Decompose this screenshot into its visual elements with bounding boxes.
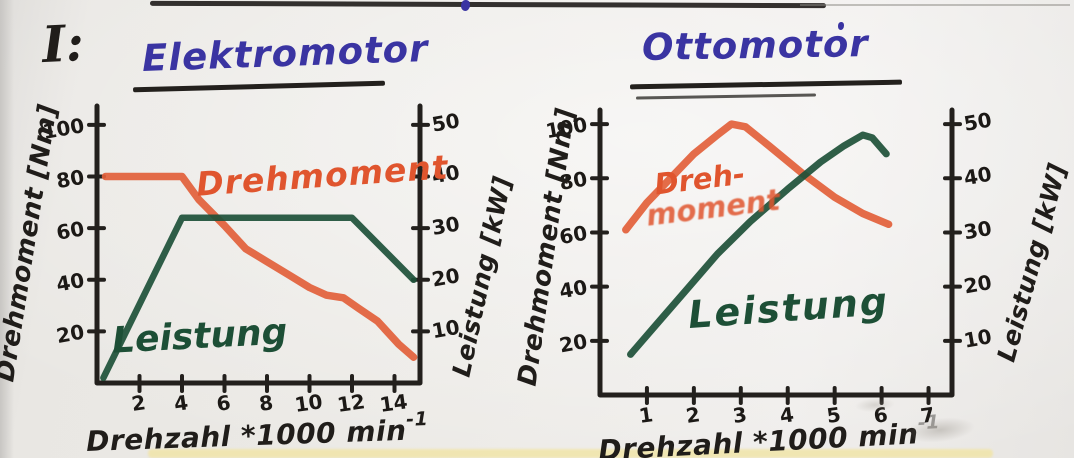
y-right-tick-label: 10	[430, 315, 462, 343]
x-tick-label: 6	[872, 402, 889, 428]
x-tick-label: 3	[731, 402, 748, 428]
x-tick-label: 2	[684, 402, 701, 428]
y-left-tick-label: 40	[557, 275, 589, 303]
y-left-tick-label: 20	[557, 329, 589, 357]
y-left-tick-label: 60	[557, 221, 589, 249]
x-axis-label-superscript: -1	[405, 408, 429, 431]
leistung-curve	[627, 131, 890, 358]
eraser-smudge	[854, 396, 896, 414]
y-right-tick-label: 10	[962, 324, 994, 352]
blue-ink-speck	[461, 0, 470, 11]
y-right-tick-label: 50	[962, 107, 994, 135]
x-tick-label: 2	[130, 390, 147, 416]
y-right-tick-label: 40	[430, 160, 462, 188]
x-tick-label: 1	[637, 402, 654, 428]
x-tick-label: 10	[293, 389, 324, 417]
y-right-tick-label: 20	[430, 263, 462, 291]
leistung-curve	[100, 214, 417, 382]
y-right-tick-label: 50	[430, 108, 462, 136]
axes-frame	[597, 107, 955, 398]
board-edge-shadow	[0, 0, 14, 458]
x-tick-label: 12	[336, 389, 367, 417]
y-right-tick-label: 40	[962, 162, 994, 190]
x-tick-label: 7	[919, 402, 936, 428]
yellow-reflection-strip	[148, 449, 993, 458]
y-left-tick-label: 80	[557, 166, 589, 194]
y-left-tick-label: 80	[54, 165, 86, 193]
y-right-tick-label: 20	[962, 270, 994, 298]
y-left-tick-label: 60	[54, 216, 86, 244]
x-tick-label: 8	[257, 390, 274, 416]
y-left-tick-label: 40	[54, 268, 86, 296]
x-tick-label: 6	[215, 390, 232, 416]
blue-ink-speck	[838, 22, 844, 30]
drehmoment-curve	[101, 172, 418, 361]
y-right-tick-label: 30	[430, 211, 462, 239]
x-tick-label: 14	[378, 389, 409, 417]
drehmoment-curve-label: Dreh-moment	[644, 155, 782, 233]
x-tick-label: 4	[172, 390, 189, 416]
y-left-tick-label: 20	[54, 320, 86, 348]
top-divider-line-faint	[800, 4, 1070, 6]
drehmoment-curve	[622, 120, 893, 234]
y-right-tick-label: 30	[962, 216, 994, 244]
axes-frame	[94, 103, 423, 386]
x-tick-label: 5	[825, 402, 842, 428]
x-tick-label: 4	[778, 402, 795, 428]
